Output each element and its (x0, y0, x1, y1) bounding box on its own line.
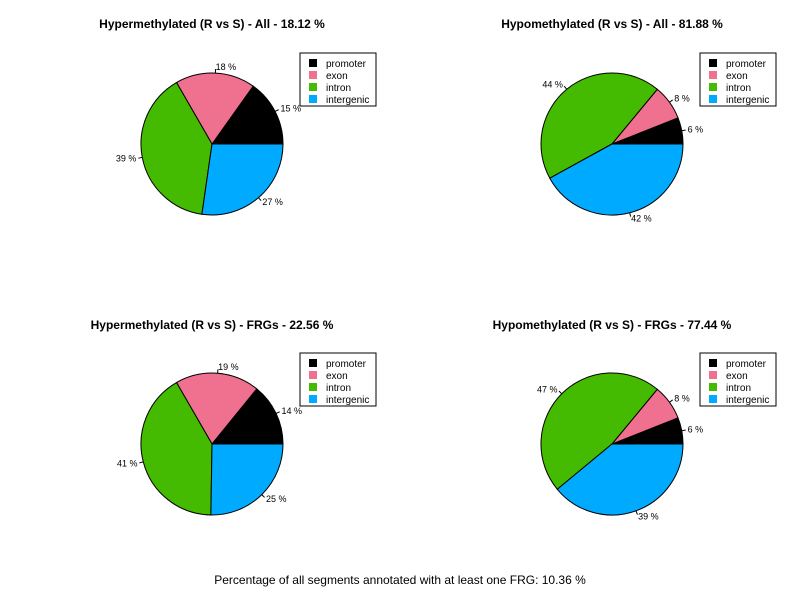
legend-swatch-exon (309, 371, 317, 379)
label-tick (275, 411, 280, 414)
legend-label-intergenic: intergenic (726, 95, 769, 106)
legend-swatch-intergenic (309, 95, 317, 103)
label-tick (139, 461, 144, 464)
pie-label-promoter: 15 % (280, 104, 301, 114)
pie-slice-intergenic (556, 443, 684, 516)
legend-label-exon: exon (326, 371, 348, 382)
pie-slice-exon (175, 372, 258, 445)
pie-label-exon: 8 % (674, 94, 690, 104)
legend-swatch-exon (709, 71, 717, 79)
chart-title: Hypomethylated (R vs S) - FRGs - 77.44 % (493, 318, 732, 332)
pie-label-intergenic: 42 % (631, 214, 652, 224)
pie-slice-intergenic (210, 443, 284, 516)
legend-label-promoter: promoter (326, 359, 367, 370)
pie-chart-hypo-frgs: Hypomethylated (R vs S) - FRGs - 77.44 %… (493, 318, 777, 521)
legend-swatch-promoter (709, 59, 717, 67)
chart-title: Hypermethylated (R vs S) - All - 18.12 % (99, 17, 325, 31)
legend-swatch-intron (309, 383, 317, 391)
pie-slice-promoter (211, 85, 284, 145)
legend-swatch-exon (709, 371, 717, 379)
pie-label-intron: 47 % (537, 385, 558, 395)
pie-label-intron: 39 % (116, 154, 137, 164)
legend-label-intron: intron (326, 383, 351, 394)
label-tick (669, 99, 673, 103)
pie-label-promoter: 6 % (688, 125, 704, 135)
legend-label-promoter: promoter (726, 359, 767, 370)
legend-label-intergenic: intergenic (326, 395, 369, 406)
pie-slice-intron (140, 381, 213, 516)
pie-slice-promoter (210, 388, 284, 445)
legend-label-promoter: promoter (726, 59, 767, 70)
legend-swatch-promoter (309, 359, 317, 367)
pie-label-intron: 41 % (117, 458, 138, 468)
legend-label-intron: intron (326, 83, 351, 94)
label-tick (261, 494, 265, 498)
legend-label-exon: exon (726, 371, 748, 382)
label-tick (563, 85, 568, 90)
label-tick (635, 510, 638, 515)
pie-chart-hyper-all: Hypermethylated (R vs S) - All - 18.12 %… (99, 17, 377, 216)
legend-label-promoter: promoter (326, 59, 367, 70)
label-tick (669, 399, 673, 403)
footer-note: Percentage of all segments annotated wit… (214, 573, 586, 587)
pie-slice-intergenic (549, 143, 684, 216)
pie-label-intergenic: 25 % (266, 494, 287, 504)
legend-label-exon: exon (326, 71, 348, 82)
label-tick (681, 129, 686, 132)
legend-swatch-intron (709, 83, 717, 91)
pie-label-intergenic: 39 % (638, 511, 659, 521)
pie-label-intergenic: 27 % (262, 197, 283, 207)
legend-swatch-promoter (309, 59, 317, 67)
legend-label-intergenic: intergenic (726, 395, 769, 406)
pie-slice-intergenic (201, 143, 284, 216)
pie-label-intron: 44 % (542, 80, 563, 90)
pie-label-promoter: 6 % (688, 425, 704, 435)
chart-title: Hypomethylated (R vs S) - All - 81.88 % (501, 17, 723, 31)
pie-label-promoter: 14 % (282, 406, 303, 416)
legend-label-intergenic: intergenic (326, 95, 369, 106)
legend-label-exon: exon (726, 71, 748, 82)
label-tick (558, 390, 563, 395)
pie-chart-hypo-all: Hypomethylated (R vs S) - All - 81.88 % 6… (501, 17, 777, 224)
legend-swatch-intergenic (309, 395, 317, 403)
label-tick (138, 156, 143, 159)
chart-title: Hypermethylated (R vs S) - FRGs - 22.56 … (91, 318, 334, 332)
label-tick (274, 109, 279, 112)
pie-chart-hyper-frgs: Hypermethylated (R vs S) - FRGs - 22.56 … (91, 318, 377, 516)
pie-label-exon: 8 % (674, 394, 690, 404)
legend-swatch-intergenic (709, 395, 717, 403)
label-tick (629, 212, 632, 217)
legend-swatch-intron (709, 383, 717, 391)
legend-swatch-intron (309, 83, 317, 91)
pie-slice-exon (175, 72, 254, 145)
label-tick (681, 429, 686, 432)
legend-swatch-intergenic (709, 95, 717, 103)
legend-swatch-exon (309, 71, 317, 79)
legend-label-intron: intron (726, 383, 751, 394)
legend-label-intron: intron (726, 83, 751, 94)
label-tick (258, 197, 262, 202)
pie-label-exon: 18 % (216, 62, 237, 72)
legend-swatch-promoter (709, 359, 717, 367)
pie-label-exon: 19 % (218, 362, 239, 372)
